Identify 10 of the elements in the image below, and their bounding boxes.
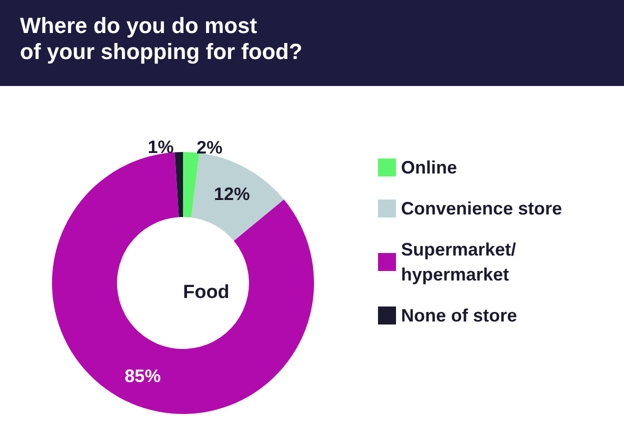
- data-label: 12%: [214, 184, 250, 204]
- data-label: 85%: [124, 366, 161, 386]
- legend-label: None of store: [401, 306, 518, 326]
- data-label: 1%: [148, 137, 174, 158]
- data-label: 2%: [196, 137, 223, 158]
- legend-label: Online: [401, 158, 458, 178]
- text: Food: [182, 282, 230, 303]
- legend-label: Supermarket/hypermarket: [401, 240, 516, 284]
- legend-label: Convenience store: [401, 198, 562, 218]
- chart-title: Where do you do most of your shopping for food?: [20, 13, 302, 65]
